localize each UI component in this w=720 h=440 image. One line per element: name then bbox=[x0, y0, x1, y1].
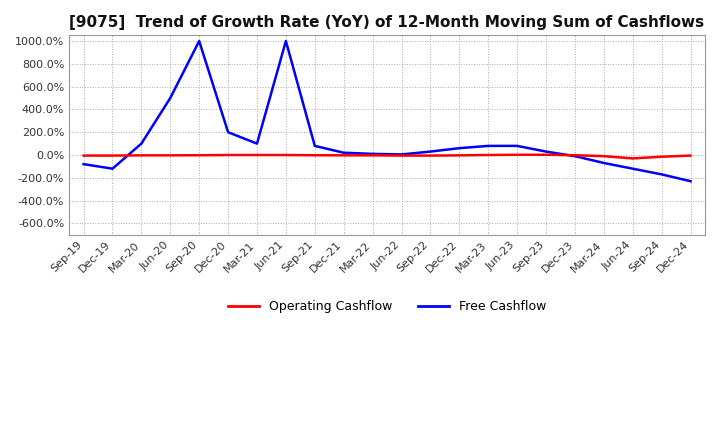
Title: [9075]  Trend of Growth Rate (YoY) of 12-Month Moving Sum of Cashflows: [9075] Trend of Growth Rate (YoY) of 12-… bbox=[70, 15, 705, 30]
Operating Cashflow bbox=[108, 153, 117, 158]
Free Cashflow bbox=[166, 95, 174, 101]
Free Cashflow bbox=[657, 172, 666, 177]
Free Cashflow bbox=[455, 146, 464, 151]
Free Cashflow bbox=[339, 150, 348, 155]
Free Cashflow bbox=[369, 151, 377, 157]
Operating Cashflow bbox=[541, 152, 550, 158]
Free Cashflow bbox=[310, 143, 319, 149]
Operating Cashflow bbox=[657, 154, 666, 159]
Operating Cashflow bbox=[571, 153, 580, 158]
Free Cashflow bbox=[426, 149, 435, 154]
Operating Cashflow bbox=[426, 153, 435, 158]
Operating Cashflow bbox=[137, 153, 145, 158]
Free Cashflow bbox=[79, 161, 88, 167]
Operating Cashflow bbox=[686, 153, 695, 158]
Free Cashflow bbox=[253, 141, 261, 146]
Operating Cashflow bbox=[224, 152, 233, 158]
Free Cashflow bbox=[397, 152, 406, 157]
Free Cashflow bbox=[108, 166, 117, 171]
Operating Cashflow bbox=[484, 152, 492, 158]
Operating Cashflow bbox=[339, 153, 348, 158]
Free Cashflow bbox=[629, 166, 637, 171]
Line: Operating Cashflow: Operating Cashflow bbox=[84, 155, 690, 158]
Operating Cashflow bbox=[253, 152, 261, 158]
Line: Free Cashflow: Free Cashflow bbox=[84, 41, 690, 181]
Free Cashflow bbox=[137, 141, 145, 146]
Operating Cashflow bbox=[282, 152, 290, 158]
Operating Cashflow bbox=[513, 152, 521, 158]
Operating Cashflow bbox=[629, 156, 637, 161]
Free Cashflow bbox=[282, 38, 290, 44]
Operating Cashflow bbox=[195, 153, 204, 158]
Operating Cashflow bbox=[600, 154, 608, 159]
Operating Cashflow bbox=[310, 153, 319, 158]
Free Cashflow bbox=[484, 143, 492, 149]
Operating Cashflow bbox=[397, 153, 406, 158]
Free Cashflow bbox=[600, 160, 608, 165]
Free Cashflow bbox=[571, 154, 580, 159]
Legend: Operating Cashflow, Free Cashflow: Operating Cashflow, Free Cashflow bbox=[223, 295, 552, 318]
Free Cashflow bbox=[513, 143, 521, 149]
Free Cashflow bbox=[686, 179, 695, 184]
Free Cashflow bbox=[195, 38, 204, 44]
Operating Cashflow bbox=[369, 153, 377, 158]
Operating Cashflow bbox=[79, 153, 88, 158]
Free Cashflow bbox=[541, 149, 550, 154]
Free Cashflow bbox=[224, 129, 233, 135]
Operating Cashflow bbox=[455, 153, 464, 158]
Operating Cashflow bbox=[166, 153, 174, 158]
